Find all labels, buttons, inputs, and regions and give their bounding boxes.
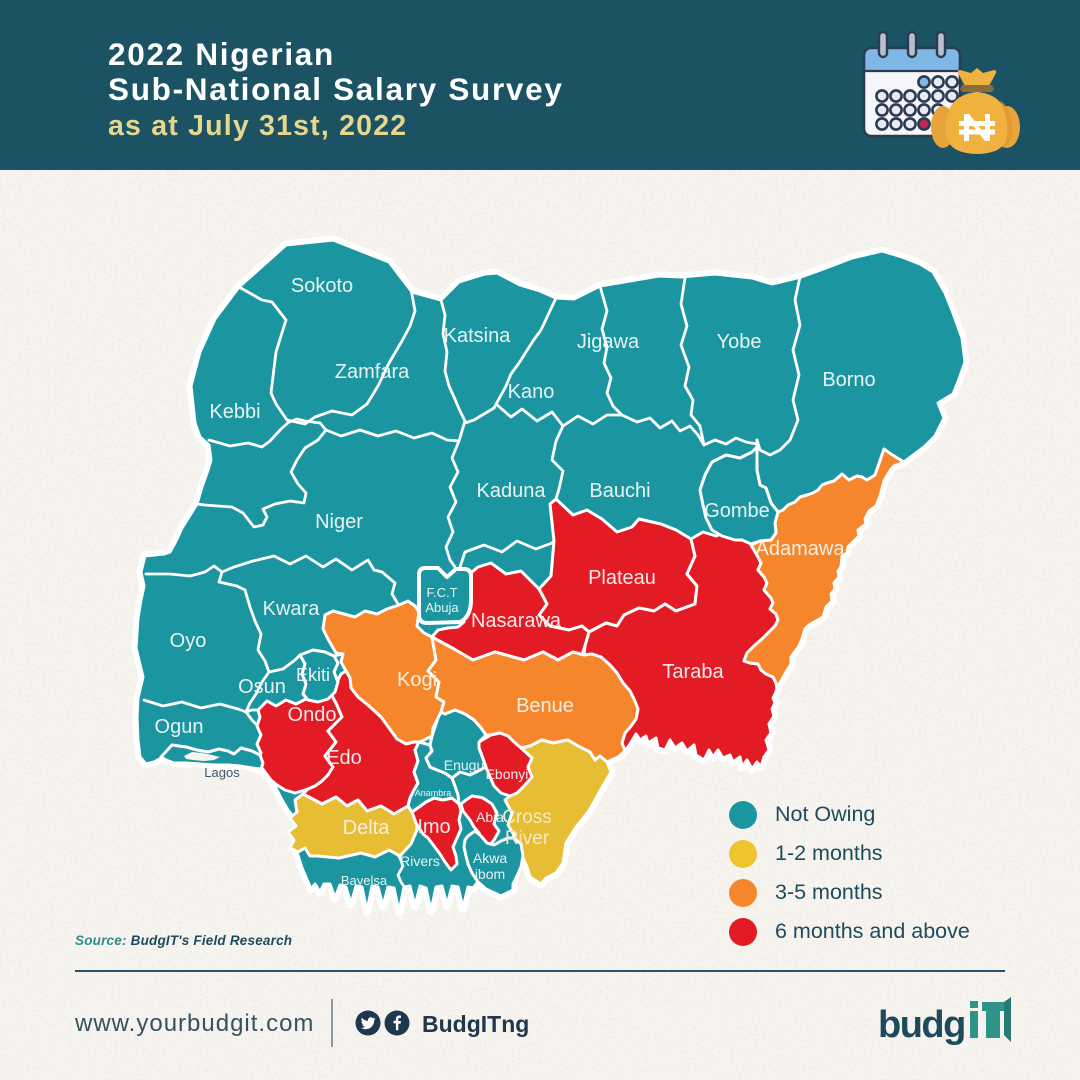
svg-text:Nasarawa: Nasarawa	[471, 610, 562, 632]
svg-text:Niger: Niger	[315, 511, 363, 533]
svg-text:Ebonyi: Ebonyi	[486, 766, 529, 782]
svg-text:Zamfara: Zamfara	[335, 361, 410, 383]
svg-text:Delta: Delta	[343, 817, 391, 839]
svg-text:Sokoto: Sokoto	[291, 275, 353, 297]
svg-text:Bayelsa: Bayelsa	[341, 873, 388, 888]
svg-text:Abia: Abia	[476, 809, 504, 825]
svg-text:Plateau: Plateau	[588, 567, 656, 589]
svg-text:Kebbi: Kebbi	[209, 401, 260, 423]
svg-text:Enugu: Enugu	[444, 757, 484, 773]
svg-text:Gombe: Gombe	[704, 500, 770, 522]
svg-text:Imo: Imo	[417, 816, 450, 838]
svg-text:Kano: Kano	[508, 381, 555, 403]
svg-text:Adamawa: Adamawa	[756, 538, 846, 560]
svg-text:Kaduna: Kaduna	[477, 480, 547, 502]
svg-text:Benue: Benue	[516, 695, 574, 717]
svg-text:Cross: Cross	[502, 807, 552, 828]
svg-text:Ondo: Ondo	[288, 704, 337, 726]
svg-text:Ogun: Ogun	[155, 716, 204, 738]
svg-text:Kwara: Kwara	[263, 598, 321, 620]
svg-text:Taraba: Taraba	[662, 661, 724, 683]
svg-text:Lagos: Lagos	[204, 765, 240, 780]
svg-text:River: River	[505, 828, 550, 849]
svg-text:Oyo: Oyo	[170, 630, 207, 652]
svg-text:Jigawa: Jigawa	[577, 331, 640, 353]
svg-text:Osun: Osun	[238, 676, 286, 698]
svg-text:F.C.T: F.C.T	[426, 585, 457, 600]
svg-text:Akwa: Akwa	[473, 850, 507, 866]
svg-text:Edo: Edo	[326, 747, 362, 769]
svg-text:Bauchi: Bauchi	[589, 480, 650, 502]
svg-text:Anambra: Anambra	[415, 788, 452, 798]
svg-text:Katsina: Katsina	[444, 325, 512, 347]
svg-text:budg: budg	[878, 1004, 965, 1046]
svg-text:ibom: ibom	[475, 866, 505, 882]
svg-text:Kogi: Kogi	[397, 669, 437, 691]
svg-text:Rivers: Rivers	[400, 853, 440, 869]
svg-text:Abuja: Abuja	[425, 600, 459, 615]
svg-text:Yobe: Yobe	[717, 331, 762, 353]
svg-text:Borno: Borno	[822, 369, 875, 391]
svg-text:Ekiti: Ekiti	[296, 665, 330, 685]
